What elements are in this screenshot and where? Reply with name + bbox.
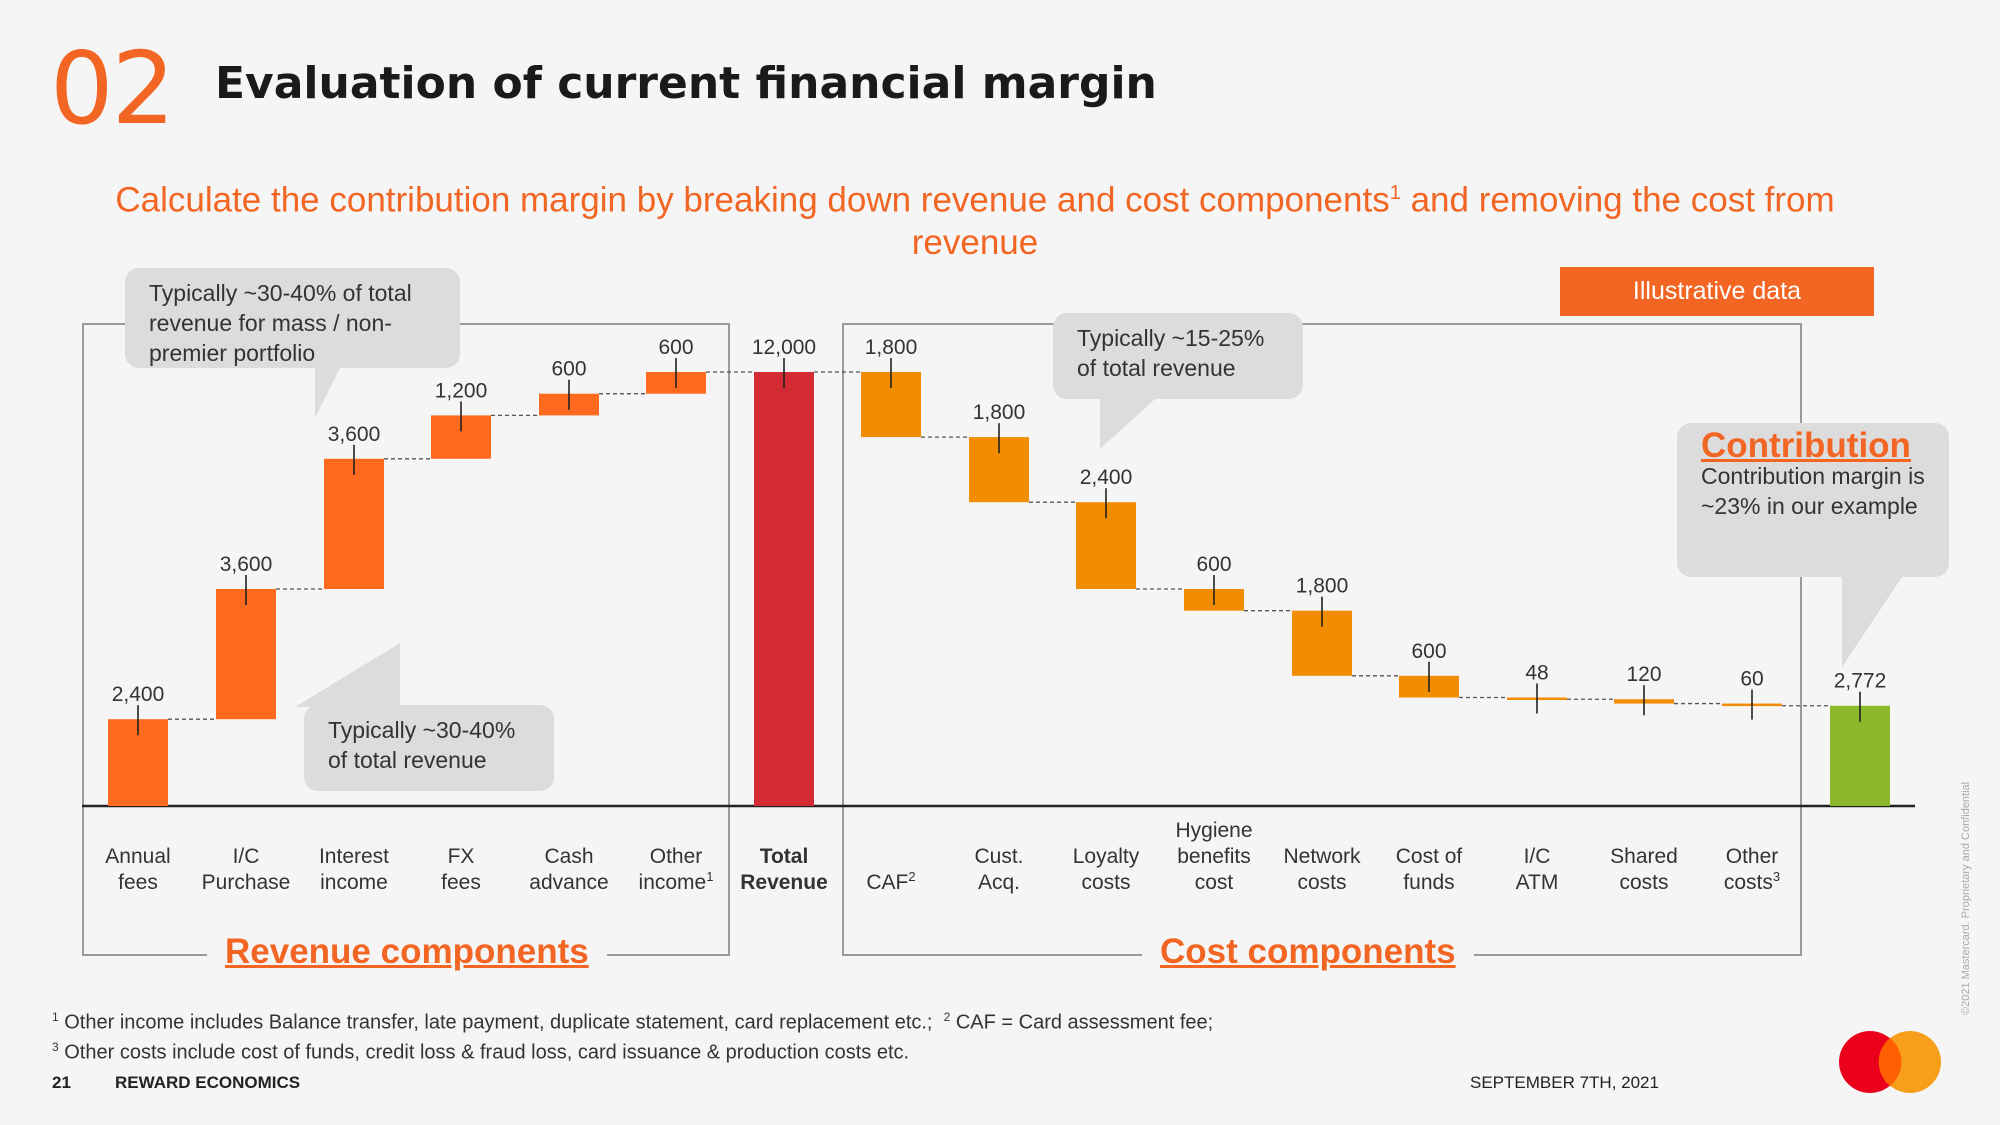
callout-loyalty: Typically ~15-25% of total revenue <box>1053 313 1303 399</box>
waterfall-bar <box>754 372 814 806</box>
category-label: Hygiene <box>1175 819 1252 842</box>
category-label: Interest <box>319 845 389 868</box>
section-number: 02 <box>50 30 175 147</box>
data-label: 3,600 <box>328 423 381 446</box>
category-label: Loyalty <box>1073 845 1140 868</box>
subtitle-text: Calculate the contribution margin by bre… <box>115 180 1390 220</box>
category-label: cost <box>1195 871 1234 894</box>
category-label: advance <box>529 871 608 894</box>
category-label: costs <box>1297 871 1346 894</box>
contribution-title: Contribution <box>1701 426 1911 465</box>
category-label: fees <box>118 871 158 894</box>
data-label: 2,772 <box>1834 670 1887 693</box>
waterfall-bar <box>216 589 276 720</box>
category-label: CAF2 <box>866 869 915 894</box>
illustrative-data-badge: Illustrative data <box>1560 267 1874 316</box>
data-label: 600 <box>658 336 693 359</box>
callout-pointer <box>1100 399 1155 449</box>
contribution-body: Contribution margin is ~23% in our examp… <box>1701 463 1925 519</box>
data-label: 48 <box>1525 662 1548 685</box>
footnote-line-2: 3 Other costs include cost of funds, cre… <box>52 1039 910 1064</box>
category-label: Annual <box>105 845 170 868</box>
cost-components-title: Cost components <box>1142 932 1474 972</box>
category-label: Other <box>1726 845 1779 868</box>
subtitle-footnote-mark: 1 <box>1389 182 1401 204</box>
revenue-components-title: Revenue components <box>207 932 607 972</box>
category-label: Acq. <box>978 871 1020 894</box>
category-label: fees <box>441 871 481 894</box>
subtitle: Calculate the contribution margin by bre… <box>80 172 1870 264</box>
footnote-line-1: 1 Other income includes Balance transfer… <box>52 1010 1214 1034</box>
data-label: 600 <box>1196 553 1231 576</box>
category-label: Cost of <box>1396 845 1463 868</box>
logo-overlap <box>1878 1038 1902 1086</box>
category-label: Total <box>760 845 809 868</box>
category-label: FX <box>448 845 475 868</box>
data-label: 1,800 <box>973 401 1026 424</box>
data-label: 2,400 <box>112 683 165 706</box>
page-title: Evaluation of current financial margin <box>215 58 1157 109</box>
footer-section: REWARD ECONOMICS <box>115 1073 301 1092</box>
category-label: Cust. <box>974 845 1023 868</box>
category-label: I/C <box>1524 845 1551 868</box>
footnotes: 1 Other income includes Balance transfer… <box>52 1005 1213 1064</box>
callout-contribution: Contribution Contribution margin is ~23%… <box>1677 423 1949 577</box>
waterfall-bar <box>324 458 384 589</box>
category-label: costs <box>1619 871 1668 894</box>
page-number: 21 <box>52 1073 71 1092</box>
category-label: income <box>320 871 388 894</box>
callout-pointer <box>295 643 400 707</box>
data-label: 1,800 <box>865 336 918 359</box>
category-label: funds <box>1403 871 1454 894</box>
data-label: 600 <box>551 358 586 381</box>
category-label: I/C <box>233 845 260 868</box>
callout-mass-portfolio: Typically ~30-40% of total revenue for m… <box>125 268 460 368</box>
copyright-notice: ©2021 Mastercard. Proprietary and Confid… <box>1960 781 1972 1015</box>
category-label: Shared <box>1610 845 1678 868</box>
category-label: ATM <box>1516 871 1559 894</box>
data-label: 600 <box>1411 640 1446 663</box>
category-label: Cash <box>544 845 593 868</box>
category-label: costs3 <box>1724 869 1780 894</box>
category-label: costs <box>1081 871 1130 894</box>
category-label: Revenue <box>740 871 828 894</box>
category-label: income1 <box>639 869 714 894</box>
data-label: 1,800 <box>1296 575 1349 598</box>
mastercard-logo <box>1839 1031 1941 1093</box>
footer-date: SEPTEMBER 7TH, 2021 <box>1470 1073 1659 1092</box>
callout-pointer <box>1842 577 1902 667</box>
waterfall-bar <box>1830 705 1890 806</box>
data-label: 60 <box>1740 668 1763 691</box>
data-label: 12,000 <box>752 336 816 359</box>
data-label: 2,400 <box>1080 466 1133 489</box>
data-label: 3,600 <box>220 553 273 576</box>
callout-interest-income: Typically ~30-40% of total revenue <box>304 705 554 791</box>
data-label: 1,200 <box>435 379 488 402</box>
category-label: Purchase <box>202 871 291 894</box>
callout-pointer <box>315 368 340 418</box>
data-label: 120 <box>1626 663 1661 686</box>
subtitle-text-after: and removing the cost from revenue <box>911 180 1835 262</box>
category-label: benefits <box>1177 845 1251 868</box>
category-label: Other <box>650 845 703 868</box>
category-label: Network <box>1283 845 1361 868</box>
